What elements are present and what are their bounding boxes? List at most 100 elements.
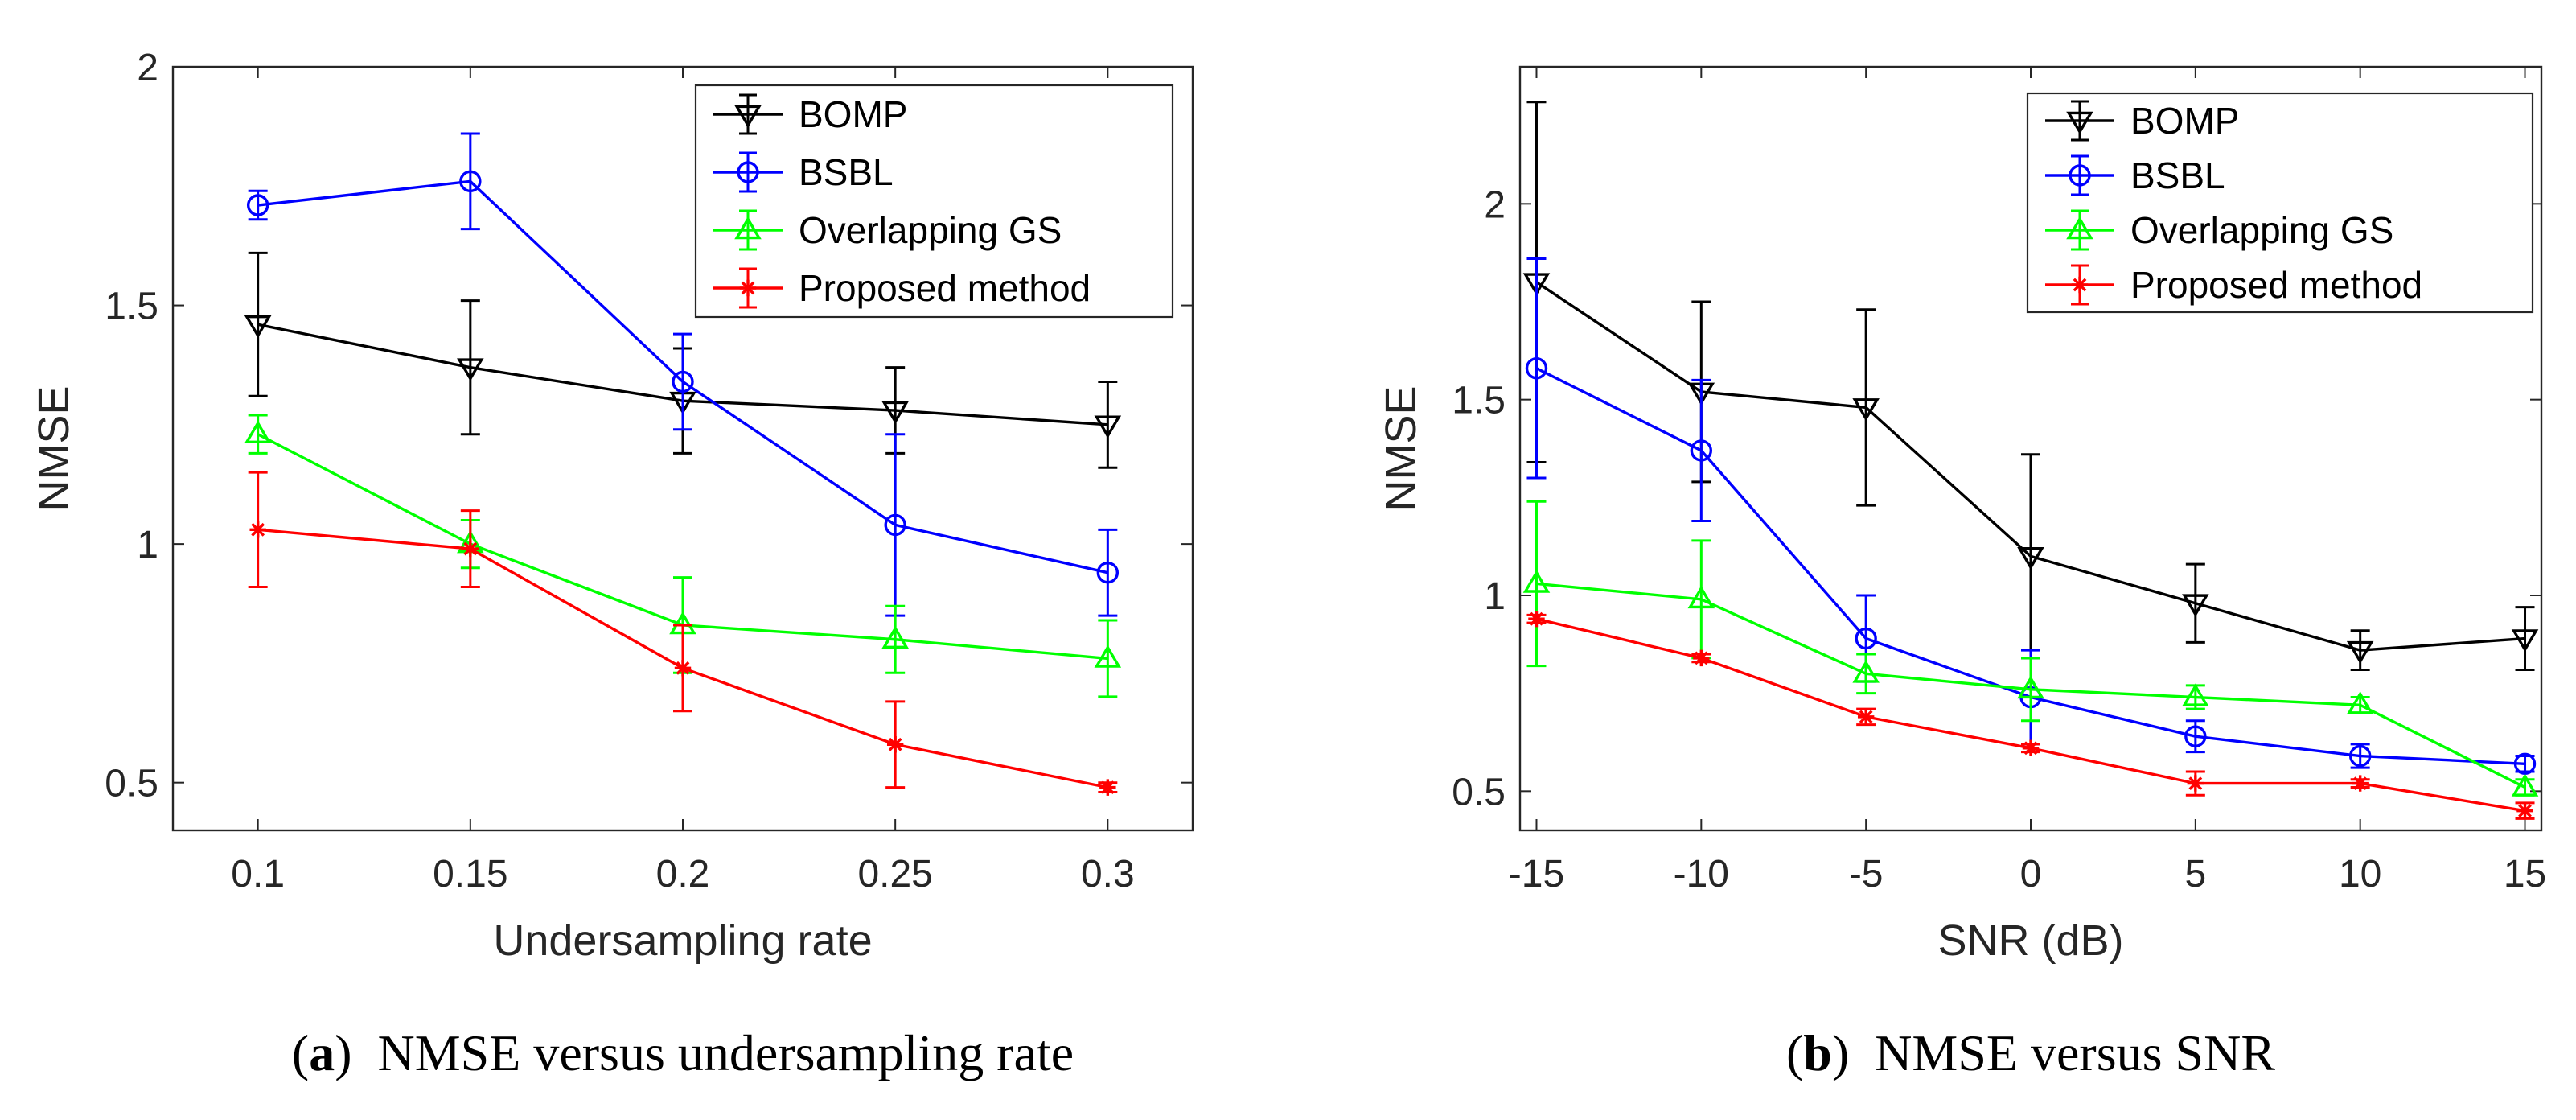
data-point: [1525, 357, 1548, 380]
x-tick-label: 0.25: [857, 853, 932, 896]
data-point: [1522, 570, 1551, 593]
data-point: [2187, 775, 2204, 792]
legend-marker: [2069, 164, 2091, 187]
data-point: [459, 170, 482, 193]
data-point: [1852, 398, 1880, 422]
axes-box: [1518, 65, 2543, 832]
x-axis-label: Undersampling rate: [493, 916, 872, 965]
panel-b: 0.5 1 1.5 2 -15 -10 -5 0 5 10 15 SNR (dB) NMSE BOMP BS…: [1377, 65, 2546, 1081]
data-point: [1855, 627, 1877, 650]
x-axis-label: SNR (dB): [1937, 916, 2123, 965]
data-point: [457, 358, 484, 381]
legend-label: Proposed method: [799, 267, 1091, 309]
data-point: [2184, 725, 2207, 747]
x-tick-label: -15: [1509, 853, 1564, 896]
series-proposed-method: [248, 471, 1118, 796]
legend-marker: [737, 161, 759, 183]
x-tick-label: -10: [1674, 853, 1729, 896]
x-tick-label: 0.2: [656, 853, 710, 896]
data-point: [246, 194, 269, 216]
y-tick-label: 1.5: [1452, 380, 1506, 422]
data-point: [2348, 744, 2372, 768]
y-tick-label: 1: [1484, 575, 1506, 618]
legend-box: [694, 84, 1174, 319]
panel-a: 0.5 1 1.5 2 0.1 0.15 0.2 0.25 0.3 Undersampling r…: [30, 47, 1194, 1081]
data-point: [1099, 779, 1116, 796]
legend-marker: [2066, 216, 2093, 240]
x-tick-label: 0.3: [1081, 853, 1135, 896]
x-tick-label: 0: [2020, 853, 2042, 896]
legend-box: [2026, 92, 2534, 314]
data-point: [2346, 691, 2374, 714]
data-point: [1852, 660, 1880, 683]
legend-label: BOMP: [2130, 100, 2239, 142]
axes-box: [171, 65, 1194, 832]
caption-paren: ): [1832, 1024, 1875, 1081]
data-point: [2182, 594, 2209, 617]
data-point: [886, 736, 904, 753]
caption-text: NMSE versus undersampling rate: [378, 1024, 1074, 1081]
legend-label: Overlapping GS: [799, 209, 1062, 251]
y-tick-label: 1: [137, 524, 158, 566]
data-point: [2346, 640, 2374, 665]
x-tick-label: -5: [1849, 853, 1884, 896]
caption-text: NMSE versus SNR: [1875, 1024, 2275, 1081]
data-point: [2516, 802, 2533, 819]
data-point: [1096, 562, 1120, 584]
caption-paren: (: [292, 1024, 309, 1081]
data-point: [244, 315, 272, 339]
data-point: [2017, 675, 2044, 699]
data-point: [249, 521, 266, 538]
series-proposed-method: [1526, 611, 2535, 820]
legend-label: Proposed method: [2130, 264, 2422, 306]
data-point: [881, 625, 909, 649]
data-point: [244, 420, 272, 444]
series-bsbl: [246, 132, 1120, 617]
caption-letter: a: [309, 1024, 335, 1081]
x-tick-label: 5: [2184, 853, 2206, 896]
legend-label: BSBL: [799, 151, 894, 193]
data-point: [1094, 644, 1122, 668]
legend: BOMP BSBL Overlapping GS Proposed method: [2026, 92, 2534, 314]
y-axis-label: NMSE: [1377, 385, 1425, 511]
y-tick-label: 1.5: [105, 286, 158, 328]
caption-letter: b: [1803, 1024, 1832, 1081]
data-point: [462, 540, 479, 558]
data-point: [1857, 708, 1875, 726]
y-tick-label: 0.5: [105, 763, 158, 805]
legend-marker: [734, 105, 762, 129]
legend-marker: [2066, 111, 2093, 135]
legend-marker: [739, 279, 757, 297]
legend-label: BSBL: [2130, 154, 2225, 196]
data-point: [884, 513, 906, 537]
data-point: [2017, 547, 2044, 570]
data-point: [674, 660, 692, 677]
y-tick-label: 0.5: [1452, 771, 1506, 813]
x-tick-label: 15: [2504, 853, 2546, 896]
caption-paren: (: [1786, 1024, 1803, 1081]
data-point: [2511, 773, 2539, 797]
legend-label: Overlapping GS: [2130, 209, 2393, 251]
data-point: [2511, 629, 2539, 653]
data-point: [2513, 752, 2537, 775]
legend-marker: [2071, 276, 2089, 294]
data-point: [881, 401, 909, 425]
data-point: [2182, 683, 2209, 706]
x-tick-label: 0.1: [231, 853, 285, 896]
series-overlapping-gs: [1522, 500, 2539, 797]
y-tick-label: 2: [1484, 183, 1506, 226]
legend-marker: [734, 216, 762, 240]
data-point: [1528, 611, 1545, 628]
y-tick-label: 2: [137, 47, 158, 89]
data-point: [1690, 439, 1713, 462]
x-tick-label: 0.15: [433, 853, 507, 896]
caption-paren: ): [335, 1024, 377, 1081]
caption: (a) NMSE versus undersampling rate: [292, 1024, 1074, 1081]
legend: BOMP BSBL Overlapping GS Proposed method: [694, 84, 1174, 319]
data-point: [1094, 415, 1122, 439]
data-point: [1693, 649, 1710, 667]
caption: (b) NMSE versus SNR: [1786, 1024, 2275, 1081]
data-point: [2022, 739, 2040, 756]
y-axis-label: NMSE: [30, 385, 78, 511]
